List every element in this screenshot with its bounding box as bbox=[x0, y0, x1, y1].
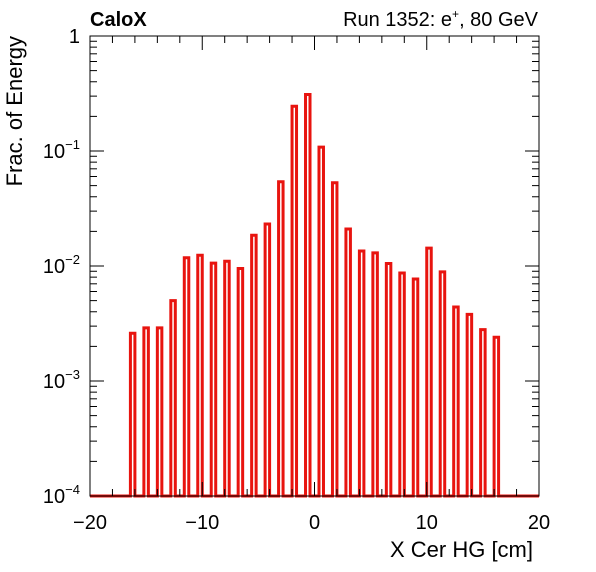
plot-area: −20 −10 0 10 20 1 10−1 10−2 10−3 10−4 bbox=[43, 26, 550, 534]
x-tick-label: −10 bbox=[185, 512, 219, 534]
x-tick-label: 10 bbox=[416, 512, 438, 534]
y-tick-label: 1 bbox=[69, 26, 80, 48]
x-tick-label: −20 bbox=[73, 512, 107, 534]
y-tick-label: 10−1 bbox=[43, 137, 80, 163]
plot-frame bbox=[89, 35, 540, 497]
header-right-label: Run 1352: e+, 80 GeV bbox=[343, 7, 539, 31]
header-right-suffix: , 80 GeV bbox=[459, 9, 539, 31]
y-axis-label: Frac. of Energy bbox=[2, 36, 27, 186]
y-tick-label: 10−3 bbox=[43, 367, 80, 393]
x-axis-label: X Cer HG [cm] bbox=[390, 537, 533, 562]
x-tick-label: 0 bbox=[309, 512, 320, 534]
x-tick-label: 20 bbox=[528, 512, 550, 534]
header-left-label: CaloX bbox=[90, 9, 147, 31]
y-tick-label: 10−4 bbox=[43, 482, 80, 508]
header-right-prefix: Run 1352: e bbox=[343, 9, 452, 31]
histogram-line bbox=[90, 92, 539, 498]
header-right-sup: + bbox=[452, 7, 459, 21]
y-tick-label: 10−2 bbox=[43, 252, 80, 278]
